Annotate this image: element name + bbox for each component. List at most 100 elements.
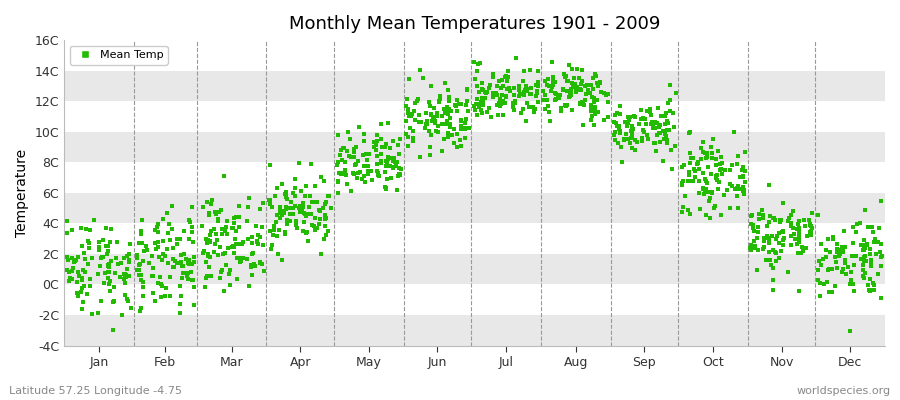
Point <box>321 193 336 199</box>
Point <box>572 100 587 106</box>
Point <box>170 236 184 242</box>
Point <box>697 190 711 197</box>
Point <box>239 218 254 224</box>
Point <box>278 190 293 197</box>
Point <box>65 227 79 233</box>
Point <box>698 186 713 192</box>
Point <box>351 170 365 176</box>
Point <box>420 121 435 127</box>
Point <box>320 214 334 221</box>
Point <box>400 134 415 140</box>
Point <box>702 188 716 195</box>
Point <box>494 92 508 98</box>
Point <box>792 236 806 242</box>
Point <box>288 184 302 191</box>
Point <box>608 112 622 118</box>
Point <box>531 68 545 74</box>
Point <box>499 73 513 80</box>
Point <box>858 207 872 214</box>
Point <box>820 279 834 285</box>
Point <box>245 251 259 257</box>
Point <box>796 217 811 223</box>
Point <box>610 110 625 116</box>
Point <box>442 94 456 101</box>
Point <box>593 79 608 86</box>
Point <box>166 264 181 270</box>
Point <box>391 142 405 148</box>
Point <box>220 244 235 251</box>
Point <box>652 124 666 130</box>
Point <box>185 276 200 283</box>
Point <box>498 73 512 80</box>
Point <box>760 232 774 239</box>
Point <box>452 100 466 107</box>
Point <box>203 238 218 245</box>
Point <box>424 111 438 117</box>
Point <box>151 254 166 260</box>
Point <box>400 106 415 112</box>
Point <box>792 235 806 241</box>
Point <box>184 229 199 235</box>
Point <box>613 103 627 110</box>
Point <box>262 196 276 203</box>
Point <box>804 223 818 229</box>
Point <box>652 130 667 136</box>
Point <box>834 269 849 276</box>
Point <box>436 121 450 127</box>
Point <box>805 230 819 236</box>
Point <box>408 117 422 123</box>
Point <box>825 236 840 242</box>
Point <box>120 266 134 272</box>
Point <box>496 98 510 104</box>
Point <box>402 125 417 131</box>
Point <box>771 240 786 246</box>
Point <box>625 145 639 152</box>
Point <box>511 87 526 94</box>
Point <box>699 180 714 186</box>
Point <box>653 121 668 128</box>
Point <box>317 236 331 242</box>
Point <box>814 262 828 268</box>
Point <box>514 110 528 116</box>
Point <box>764 262 778 268</box>
Point <box>440 107 454 113</box>
Point <box>357 173 372 179</box>
Point <box>576 102 590 108</box>
Point <box>544 59 559 65</box>
Point <box>157 216 171 222</box>
Point <box>471 112 485 118</box>
Point <box>110 239 124 246</box>
Point <box>394 166 409 172</box>
Point <box>560 88 574 94</box>
Point <box>472 101 487 107</box>
Point <box>777 237 791 244</box>
Point <box>329 162 344 168</box>
Point <box>792 238 806 245</box>
Point <box>457 125 472 132</box>
Point <box>681 207 696 214</box>
Point <box>273 210 287 216</box>
Point <box>287 203 302 209</box>
Point <box>483 82 498 88</box>
Point <box>186 284 201 290</box>
Point <box>576 99 590 105</box>
Point <box>663 107 678 114</box>
Point <box>761 240 776 246</box>
Point <box>755 206 770 213</box>
Point <box>620 123 634 129</box>
Point <box>331 132 346 138</box>
Point <box>253 260 267 266</box>
Point <box>731 184 745 190</box>
Point <box>103 238 117 245</box>
Point <box>148 298 162 304</box>
Point <box>613 130 627 136</box>
Point <box>219 261 233 268</box>
Point <box>737 187 751 193</box>
Point <box>660 137 674 143</box>
Point <box>391 173 405 179</box>
Point <box>867 239 881 245</box>
Point <box>222 271 237 277</box>
Point <box>756 215 770 221</box>
Point <box>270 250 284 257</box>
Point <box>771 230 786 236</box>
